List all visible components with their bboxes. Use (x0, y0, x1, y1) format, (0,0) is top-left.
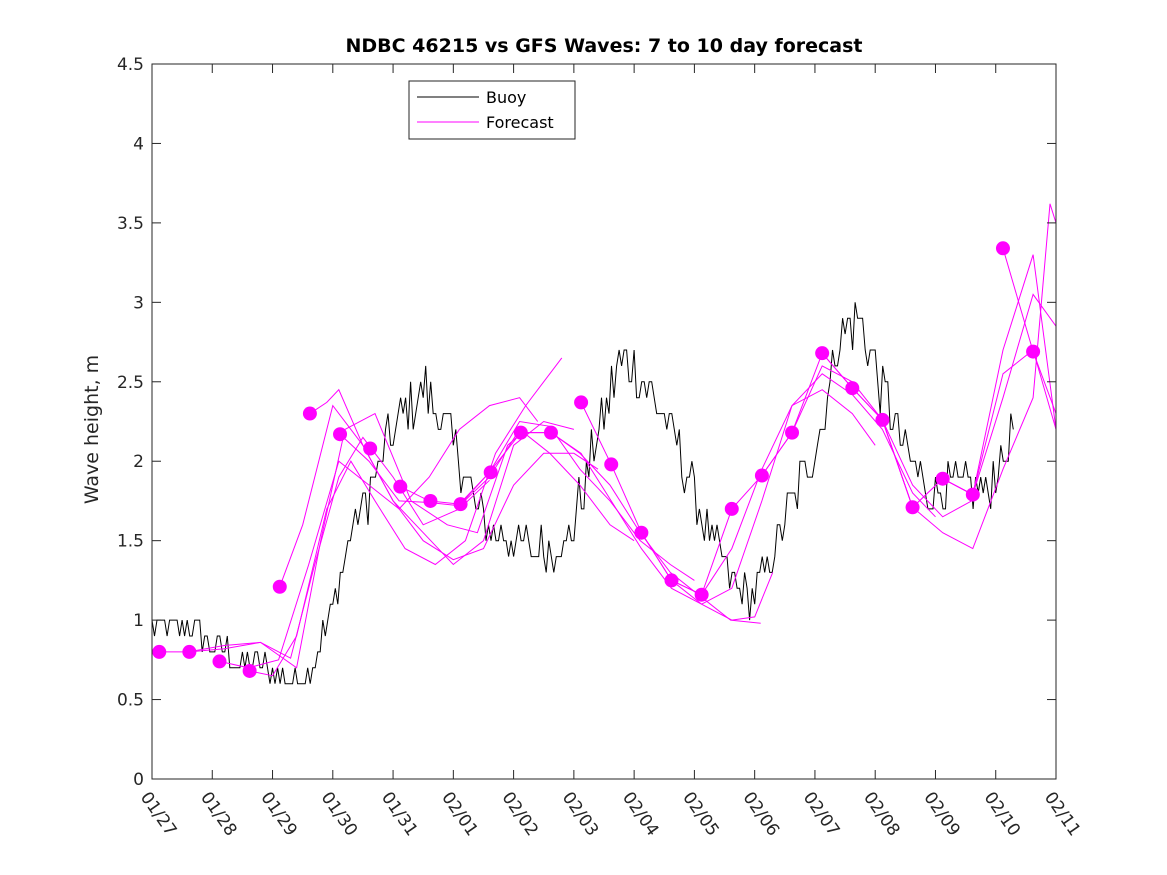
forecast-marker (152, 644, 167, 659)
forecast-marker (242, 663, 257, 678)
legend-label-buoy: Buoy (486, 88, 526, 107)
forecast-marker (513, 425, 528, 440)
forecast-run-line (942, 349, 1056, 496)
plot-area (152, 64, 1056, 779)
forecast-run-line (309, 388, 599, 561)
forecast-marker (845, 381, 860, 396)
forecast-marker (785, 425, 800, 440)
forecast-marker (634, 525, 649, 540)
forecast-marker (664, 573, 679, 588)
y-tick-label: 3.5 (117, 214, 144, 234)
y-tick-label: 2.5 (117, 373, 144, 393)
forecast-marker (212, 654, 227, 669)
forecast-marker (393, 479, 408, 494)
forecast-run-line (159, 436, 490, 659)
forecast-marker (935, 471, 950, 486)
y-axis: 0 0.5 1 1.5 2 2.5 3 3.5 4 4.5 (117, 55, 1056, 790)
forecast-marker (724, 501, 739, 516)
forecast-marker (1026, 344, 1041, 359)
forecast-marker (694, 587, 709, 602)
forecast-markers (152, 241, 1041, 678)
plot-frame (151, 63, 1057, 780)
chart-title: NDBC 46215 vs GFS Waves: 7 to 10 day for… (345, 35, 862, 57)
legend-label-forecast: Forecast (486, 113, 554, 132)
forecast-run-line (580, 389, 876, 596)
y-tick-label: 4 (133, 134, 144, 154)
buoy-line (152, 302, 1014, 685)
forecast-marker (333, 427, 348, 442)
forecast-marker (574, 395, 589, 410)
forecast-run-line (189, 412, 527, 669)
forecast-run-line (249, 357, 563, 677)
y-tick-label: 2 (133, 452, 144, 472)
forecast-run-line (460, 432, 761, 624)
forecast-marker (423, 493, 438, 508)
forecast-marker (272, 579, 287, 594)
legend: Buoy Forecast (408, 80, 576, 140)
forecast-run-line (520, 432, 774, 621)
y-axis-label: Wave height, m (81, 355, 103, 504)
forecast-marker (363, 441, 378, 456)
y-tick-label: 0 (133, 770, 144, 790)
forecast-marker (182, 644, 197, 659)
forecast-marker (875, 412, 890, 427)
y-tick-label: 0.5 (117, 691, 144, 711)
forecast-marker (604, 457, 619, 472)
forecast-run-line (671, 365, 972, 596)
y-tick-label: 4.5 (117, 55, 144, 75)
forecast-run-line (219, 397, 539, 669)
forecast-marker (815, 346, 830, 361)
forecast-marker (905, 500, 920, 515)
y-tick-label: 1 (133, 611, 144, 631)
forecast-marker (543, 425, 558, 440)
y-tick-label: 1.5 (117, 532, 144, 552)
forecast-marker (453, 497, 468, 512)
forecast-marker (965, 487, 980, 502)
forecast-marker (302, 406, 317, 421)
forecast-run-line (640, 373, 936, 605)
forecast-marker (483, 465, 498, 480)
y-tick-label: 3 (133, 293, 144, 313)
forecast-marker (995, 241, 1010, 256)
legend-box (408, 80, 576, 140)
buoy-series (152, 302, 1014, 685)
forecast-marker (754, 468, 769, 483)
